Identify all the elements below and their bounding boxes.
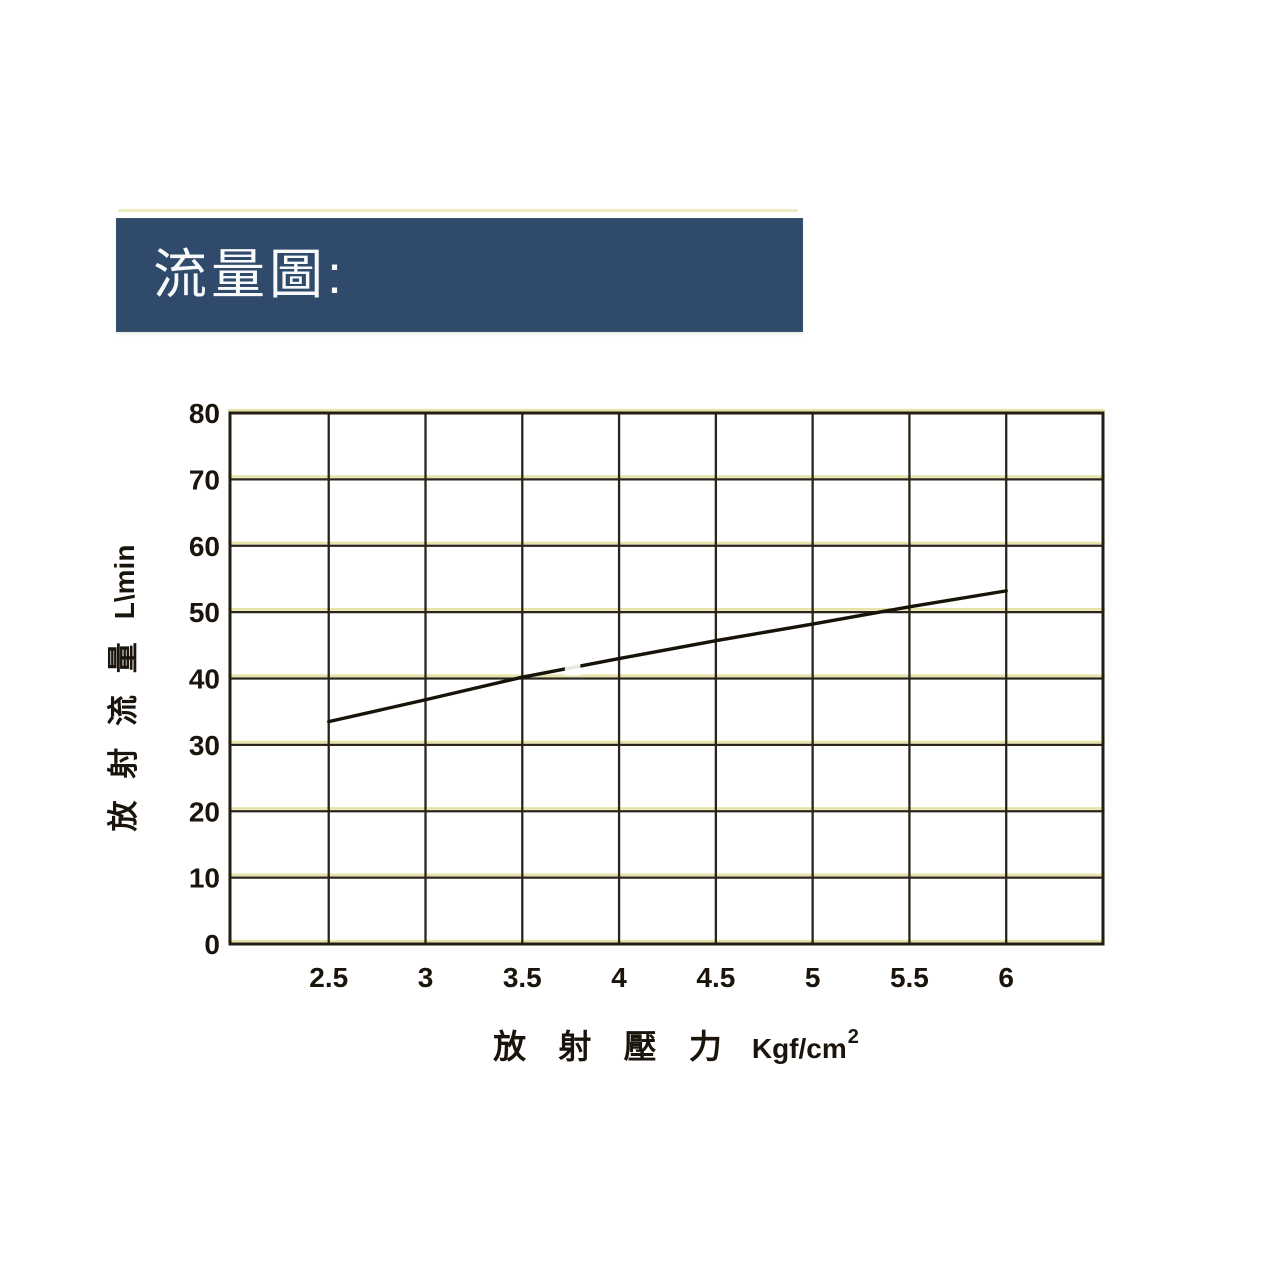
title-banner: 流量圖:	[116, 218, 803, 332]
x-axis-title: 放 射 壓 力 Kgf/cm2	[493, 1026, 859, 1066]
x-axis-tick-labels: 2.5 3 3.5 4 4.5 5 5.5 6	[309, 962, 1014, 993]
flow-rate-line	[327, 589, 1008, 724]
x-axis-title-cjk: 放 射 壓 力	[493, 1029, 734, 1066]
x-tick-label: 4	[611, 962, 627, 993]
page-title: 流量圖:	[153, 245, 347, 305]
y-axis-title-cjk: 放 射 流 量	[106, 635, 141, 832]
x-tick-label: 3	[418, 962, 434, 993]
scan-gap-artifact	[564, 659, 581, 676]
y-tick-label: 10	[189, 863, 220, 894]
plot-border	[228, 411, 1105, 946]
y-tick-label: 40	[189, 664, 220, 695]
x-axis-title-unit: Kgf/cm	[752, 1033, 847, 1064]
y-tick-label: 50	[189, 597, 220, 628]
y-axis-title: 放 射 流 量 L\min	[106, 545, 141, 833]
scan-artifact-line	[118, 209, 798, 212]
x-tick-label: 2.5	[309, 962, 348, 993]
y-tick-label: 70	[189, 464, 220, 495]
y-tick-label: 80	[189, 398, 220, 429]
x-tick-label: 5	[805, 962, 821, 993]
y-tick-label: 0	[204, 929, 220, 960]
y-tick-label: 60	[189, 531, 220, 562]
y-axis-tick-labels: 0 10 20 30 40 50 60 70 80	[189, 398, 220, 960]
horizontal-gridlines	[230, 478, 1103, 879]
x-axis-title-superscript: 2	[848, 1026, 859, 1048]
y-tick-label: 30	[189, 730, 220, 761]
x-tick-label: 6	[998, 962, 1014, 993]
y-tick-label: 20	[189, 796, 220, 827]
x-tick-label: 3.5	[503, 962, 542, 993]
x-tick-label: 4.5	[696, 962, 735, 993]
x-tick-label: 5.5	[890, 962, 929, 993]
scan-highlight-lines	[228, 408, 1105, 943]
y-axis-title-unit: L\min	[109, 545, 140, 620]
